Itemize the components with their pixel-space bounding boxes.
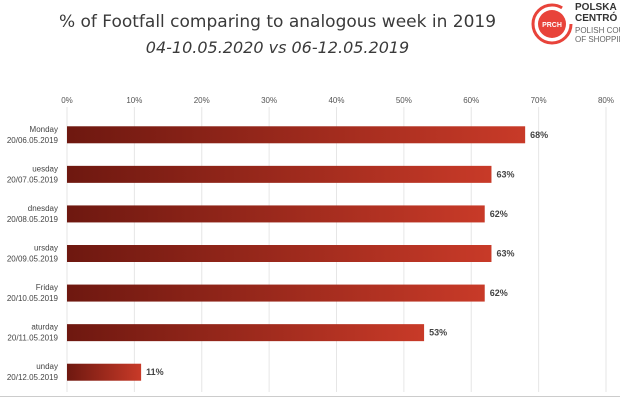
data-label: 63%	[496, 249, 514, 259]
bar	[67, 126, 526, 144]
logo-badge: PRCH	[542, 22, 562, 29]
x-tick-label: 10%	[126, 96, 142, 105]
category-day-label: Friday	[36, 283, 58, 292]
data-label: 11%	[146, 367, 164, 377]
chart-subtitle: 04-10.05.2020 vs 06-12.05.2019	[145, 38, 410, 57]
tick-layer: 0% 10% 20% 30% 40% 50% 60% 70% 80%	[61, 96, 614, 105]
category-day-label: ursday	[34, 244, 58, 253]
bottom-divider	[0, 396, 620, 397]
data-label: 68%	[530, 130, 548, 140]
logo-line-2: CENTRÓ	[575, 13, 618, 24]
bar	[67, 324, 425, 342]
logo-line-4: OF SHOPPIN	[575, 35, 620, 44]
category-day-label: dnesday	[28, 204, 58, 213]
bar	[67, 205, 485, 223]
x-tick-label: 30%	[261, 96, 277, 105]
bar	[67, 284, 485, 302]
category-day-label: uesday	[32, 164, 58, 173]
x-tick-label: 70%	[531, 96, 547, 105]
bar	[67, 245, 492, 262]
category-date-label: 20/11.05.2019	[7, 334, 58, 343]
logo-line-1: POLSKA	[575, 2, 617, 13]
x-tick-label: 50%	[396, 96, 412, 105]
chart-title: % of Footfall comparing to analogous wee…	[58, 12, 497, 32]
logo-line-3: POLISH COU	[575, 26, 620, 35]
x-tick-label: 20%	[194, 96, 210, 105]
label-layer: 68% 63% 62% 63% 62% 53% 11%	[146, 130, 548, 377]
category-date-label: 20/07.05.2019	[7, 175, 59, 184]
category-date-label: 20/12.05.2019	[7, 373, 59, 382]
bar	[67, 363, 142, 381]
category-layer: Monday 20/06.05.2019 uesday 20/07.05.2019 dn…	[7, 125, 59, 382]
x-tick-label: 60%	[463, 96, 479, 105]
category-date-label: 20/10.05.2019	[7, 294, 59, 303]
data-label: 53%	[429, 328, 447, 338]
data-label: 62%	[490, 288, 508, 298]
category-day-label: unday	[36, 362, 58, 371]
category-day-label: aturday	[31, 323, 58, 332]
category-day-label: Monday	[30, 125, 58, 134]
x-tick-label: 80%	[598, 96, 614, 105]
bar	[67, 165, 492, 183]
x-tick-label: 40%	[328, 96, 344, 105]
prch-logo-icon: PRCH	[531, 3, 573, 45]
data-label: 63%	[496, 169, 514, 179]
category-date-label: 20/08.05.2019	[7, 215, 59, 224]
category-date-label: 20/09.05.2019	[7, 255, 59, 264]
data-label: 62%	[490, 209, 508, 219]
bar-layer	[67, 126, 526, 381]
x-tick-label: 0%	[61, 96, 73, 105]
category-date-label: 20/06.05.2019	[7, 136, 59, 145]
